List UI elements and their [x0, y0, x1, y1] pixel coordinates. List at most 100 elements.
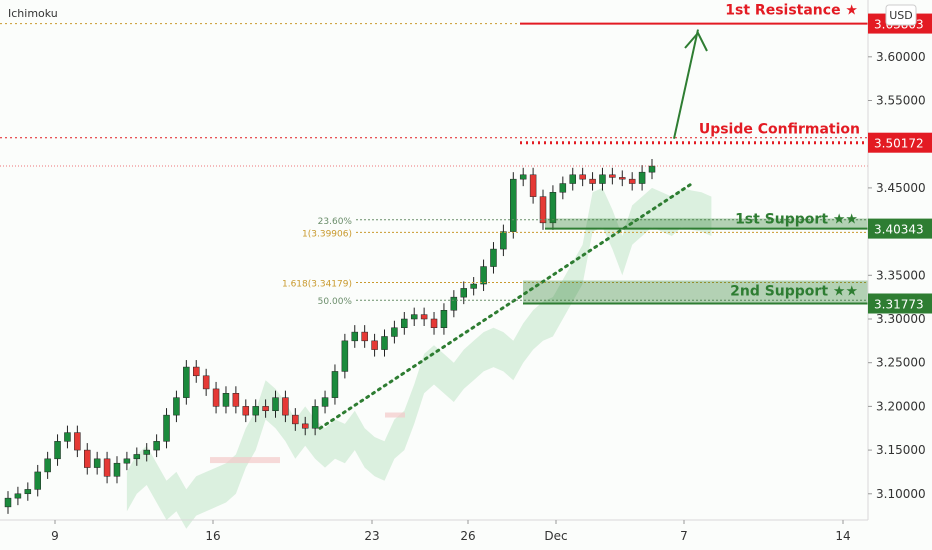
y-tick-label: 3.30000 — [876, 312, 926, 326]
candle-body — [401, 318, 408, 328]
cloud-red-patch — [385, 412, 405, 418]
candle-body — [103, 458, 111, 477]
candle-body — [480, 266, 487, 285]
fib-level-label: 50.00% — [318, 297, 353, 307]
y-tick-label: 3.55000 — [876, 94, 926, 108]
candle-body — [599, 174, 606, 184]
candle-body — [173, 397, 180, 416]
candle-body — [54, 441, 61, 460]
support2-price-text: 3.31773 — [874, 297, 924, 311]
candle-body — [14, 493, 22, 499]
candle-body — [549, 192, 557, 224]
fib-level-label: 1(3.39906) — [302, 229, 352, 239]
ichimoku-cloud — [126, 187, 712, 529]
candle-body — [391, 327, 398, 337]
candle-body — [262, 406, 269, 412]
candle-body — [282, 397, 289, 416]
candle-body — [222, 393, 230, 407]
candle-body — [74, 432, 81, 451]
x-tick-label: 16 — [205, 529, 220, 543]
support2-label: 2nd Support ★★ — [730, 283, 858, 299]
y-tick-label: 3.60000 — [876, 50, 926, 64]
resistance-label: 1st Resistance ★ — [725, 3, 858, 19]
candle-body — [559, 183, 567, 193]
candle-body — [242, 406, 250, 416]
candle-body — [301, 423, 309, 429]
candle-body — [619, 177, 626, 180]
candle-body — [420, 314, 428, 320]
candle-body — [579, 174, 586, 180]
currency-label: USD — [889, 9, 913, 22]
candle-body — [440, 310, 448, 328]
candle-body — [24, 489, 32, 495]
candle-body — [381, 336, 388, 350]
cloud-red-patch — [210, 457, 280, 464]
levels: 23.60% 1(3.39906) 1.618(3.34179) 50.00% 1st … — [0, 3, 868, 430]
candle-body — [529, 174, 537, 197]
candle-body — [34, 471, 41, 490]
currency-badge[interactable]: USD — [885, 4, 917, 26]
candle-body — [4, 497, 12, 508]
y-tick-label: 3.35000 — [876, 268, 926, 282]
candle-body — [64, 432, 71, 442]
support2-zone — [523, 280, 868, 304]
candle-body — [361, 331, 368, 342]
candle-body — [202, 375, 210, 390]
y-tick-label: 3.25000 — [876, 356, 926, 370]
candle-body — [430, 318, 438, 328]
candle-body — [450, 296, 458, 311]
y-tick-label: 3.15000 — [876, 443, 926, 457]
support1-price-badge — [868, 218, 932, 239]
support1-zone — [545, 218, 868, 229]
candle-body — [93, 458, 101, 468]
confirmation-price-text: 3.50172 — [874, 137, 924, 151]
candle-body — [183, 366, 190, 398]
x-tick-label: Dec — [544, 529, 567, 543]
target-arrow-head — [684, 31, 708, 52]
candles — [4, 159, 656, 514]
candle-body — [341, 340, 349, 372]
candle-body — [648, 165, 656, 173]
target-arrow-shaft — [673, 29, 699, 139]
y-tick-label: 3.45000 — [876, 181, 926, 195]
candle-body — [321, 397, 329, 407]
candle-body — [272, 397, 279, 412]
indicator-label: Ichimoku — [8, 7, 58, 20]
candle-body — [351, 331, 359, 342]
x-tick-label: 7 — [680, 529, 688, 543]
candle-body — [153, 441, 160, 451]
candle-body — [212, 388, 220, 407]
y-tick-label: 3.20000 — [876, 399, 926, 413]
candle-body — [163, 414, 170, 442]
candle-body — [232, 393, 240, 407]
candle-body — [292, 414, 299, 425]
candle-body — [143, 449, 150, 455]
support1-price-text: 3.40343 — [874, 223, 924, 237]
x-tick-label: 23 — [364, 529, 379, 543]
fib-level-label: 1.618(3.34179) — [282, 279, 352, 289]
candle-body — [252, 406, 259, 416]
fib-level-label: 23.60% — [318, 217, 353, 227]
candle-body — [519, 174, 527, 180]
candle-body — [638, 171, 646, 184]
confirmation-price-badge — [868, 132, 932, 153]
candle-body — [589, 178, 596, 184]
candle-body — [569, 174, 576, 184]
y-tick-label: 3.10000 — [876, 487, 926, 501]
candle-body — [133, 454, 141, 460]
x-tick-label: 26 — [460, 529, 475, 543]
candle-body — [510, 178, 517, 232]
candle-body — [609, 174, 616, 178]
candle-body — [331, 371, 339, 398]
confirmation-label: Upside Confirmation — [699, 122, 860, 138]
candle-body — [410, 314, 418, 320]
candle-body — [113, 462, 121, 477]
candle-body — [628, 178, 636, 184]
rising-trendline — [318, 182, 694, 430]
candle-body — [44, 458, 51, 473]
candle-body — [123, 458, 131, 464]
x-tick-label: 14 — [835, 529, 850, 543]
